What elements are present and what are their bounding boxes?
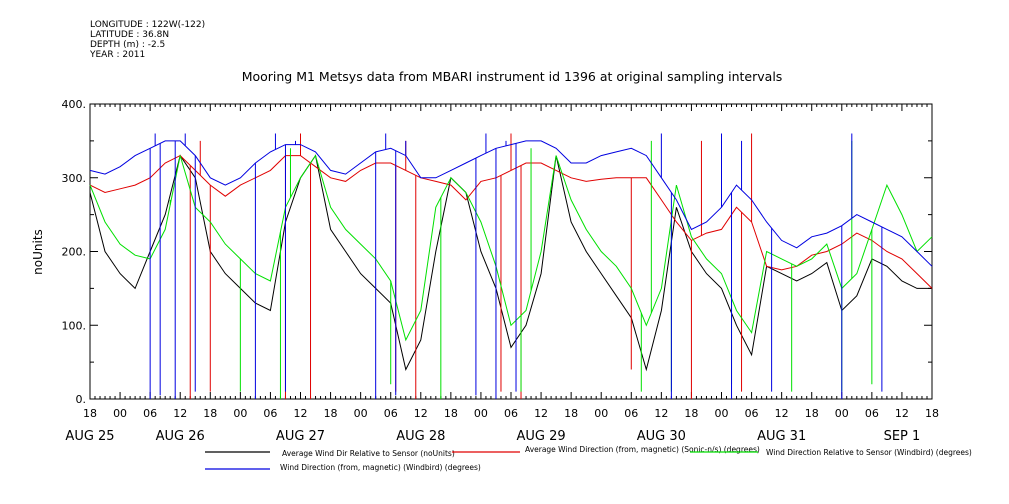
x-date-label: AUG 29 bbox=[516, 429, 565, 444]
x-date-label: AUG 27 bbox=[276, 429, 325, 444]
year-text: YEAR : 2011 bbox=[90, 50, 146, 60]
x-tick-label: 12 bbox=[775, 407, 789, 420]
x-tick-label: 00 bbox=[113, 407, 127, 420]
x-tick-label: 00 bbox=[715, 407, 729, 420]
x-tick-label: 18 bbox=[925, 407, 939, 420]
longitude-text: LONGITUDE : 122W(-122) bbox=[90, 20, 206, 30]
x-tick-label: 12 bbox=[654, 407, 668, 420]
y-tick-label: 300. bbox=[62, 172, 87, 185]
x-tick-label: 06 bbox=[624, 407, 638, 420]
x-tick-label: 06 bbox=[865, 407, 879, 420]
legend-label: Wind Direction (from, magnetic) (Windbir… bbox=[280, 463, 481, 472]
x-tick-label: 12 bbox=[414, 407, 428, 420]
x-date-label: AUG 25 bbox=[65, 429, 114, 444]
x-tick-label: 00 bbox=[354, 407, 368, 420]
latitude-text: LATITUDE : 36.8N bbox=[90, 30, 170, 40]
plot-area: 0. 100. 200. 300. 400. 18 00 06 12 18 00 06 12 18 00 06… bbox=[62, 98, 940, 444]
x-tick-label: 00 bbox=[835, 407, 849, 420]
series-line bbox=[89, 154, 933, 342]
x-date-label: AUG 30 bbox=[637, 429, 686, 444]
legend: Average Wind Dir Relative to Sensor (noU… bbox=[205, 445, 972, 472]
x-tick-label: 18 bbox=[324, 407, 338, 420]
series-line bbox=[89, 154, 932, 372]
legend-label: Average Wind Dir Relative to Sensor (noU… bbox=[282, 449, 455, 458]
x-tick-label: 12 bbox=[534, 407, 548, 420]
x-tick-label: 06 bbox=[143, 407, 157, 420]
x-tick-label: 18 bbox=[564, 407, 578, 420]
series-2 bbox=[89, 133, 933, 399]
x-tick-label: 12 bbox=[173, 407, 187, 420]
x-date-label: SEP 1 bbox=[884, 429, 921, 444]
y-axis-label: noUnits bbox=[31, 229, 45, 275]
series-1 bbox=[89, 154, 932, 372]
legend-label: Average Wind Direction (from, magnetic) … bbox=[525, 445, 760, 454]
y-tick-label: 200. bbox=[62, 246, 87, 259]
x-tick-label: 18 bbox=[444, 407, 458, 420]
legend-label: Wind Direction Relative to Sensor (Windb… bbox=[766, 448, 972, 457]
x-date-label: AUG 31 bbox=[757, 429, 806, 444]
y-tick-label: 0. bbox=[76, 393, 87, 406]
x-tick-label: 18 bbox=[203, 407, 217, 420]
x-tick-label: 12 bbox=[294, 407, 308, 420]
x-tick-label: 00 bbox=[233, 407, 247, 420]
x-tick-label: 18 bbox=[805, 407, 819, 420]
x-tick-label: 00 bbox=[594, 407, 608, 420]
x-tick-label: 12 bbox=[895, 407, 909, 420]
x-tick-label: 18 bbox=[684, 407, 698, 420]
chart-title: Mooring M1 Metsys data from MBARI instru… bbox=[242, 69, 783, 84]
y-tick-label: 100. bbox=[62, 319, 87, 332]
x-tick-label: 06 bbox=[745, 407, 759, 420]
x-tick-label: 00 bbox=[474, 407, 488, 420]
x-tick-label: 06 bbox=[384, 407, 398, 420]
series-line bbox=[89, 154, 933, 289]
x-date-label: AUG 28 bbox=[396, 429, 445, 444]
x-tick-label: 06 bbox=[504, 407, 518, 420]
x-tick-label: 18 bbox=[83, 407, 97, 420]
x-date-label: AUG 26 bbox=[156, 429, 205, 444]
x-tick-label: 06 bbox=[263, 407, 277, 420]
series-3 bbox=[89, 140, 933, 399]
depth-text: DEPTH (m) : -2.5 bbox=[90, 40, 166, 50]
series-4 bbox=[89, 133, 933, 399]
y-tick-label: 400. bbox=[62, 98, 87, 111]
metadata-block: LONGITUDE : 122W(-122) LATITUDE : 36.8N … bbox=[90, 20, 205, 60]
series-line bbox=[89, 140, 933, 267]
